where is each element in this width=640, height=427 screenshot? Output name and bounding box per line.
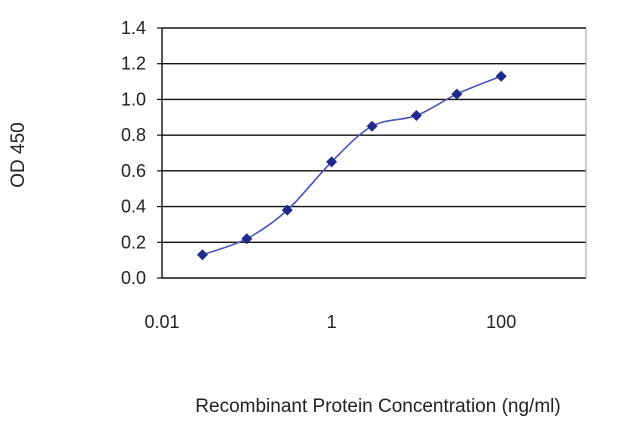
axes — [161, 28, 587, 279]
data-point-7 — [495, 70, 507, 82]
y-axis-title: OD 450 — [8, 122, 29, 187]
y-tick-label-5: 1.0 — [121, 89, 146, 109]
data-point-6 — [451, 88, 463, 100]
plot-area — [162, 28, 586, 278]
data-point-0 — [196, 249, 208, 261]
y-tick-label-4: 0.8 — [121, 125, 146, 145]
y-tick-label-0: 0.0 — [121, 268, 146, 288]
data-point-3 — [326, 156, 338, 168]
data-point-5 — [410, 110, 422, 121]
x-tick-labels: 0.01 1 100 — [144, 312, 516, 332]
x-axis-title: Recombinant Protein Concentration (ng/ml… — [195, 396, 560, 417]
data-point-1 — [241, 233, 253, 245]
x-tick-label-2: 100 — [486, 312, 516, 332]
data-series — [196, 70, 507, 261]
x-tick-label-1: 1 — [327, 312, 337, 332]
data-point-4 — [366, 120, 378, 132]
plot-background — [162, 28, 586, 278]
x-tick-label-0: 0.01 — [144, 312, 179, 332]
y-tick-label-6: 1.2 — [121, 54, 146, 74]
y-tick-label-7: 1.4 — [121, 18, 146, 38]
y-tick-label-3: 0.6 — [121, 161, 146, 181]
gridlines — [162, 27, 586, 243]
data-point-2 — [281, 204, 293, 216]
y-tick-label-2: 0.4 — [121, 197, 146, 217]
y-tick-labels: 0.0 0.2 0.4 0.6 0.8 1.0 1.2 1.4 — [121, 18, 162, 288]
y-tick-label-1: 0.2 — [121, 232, 146, 252]
series-line-0 — [202, 75, 502, 256]
